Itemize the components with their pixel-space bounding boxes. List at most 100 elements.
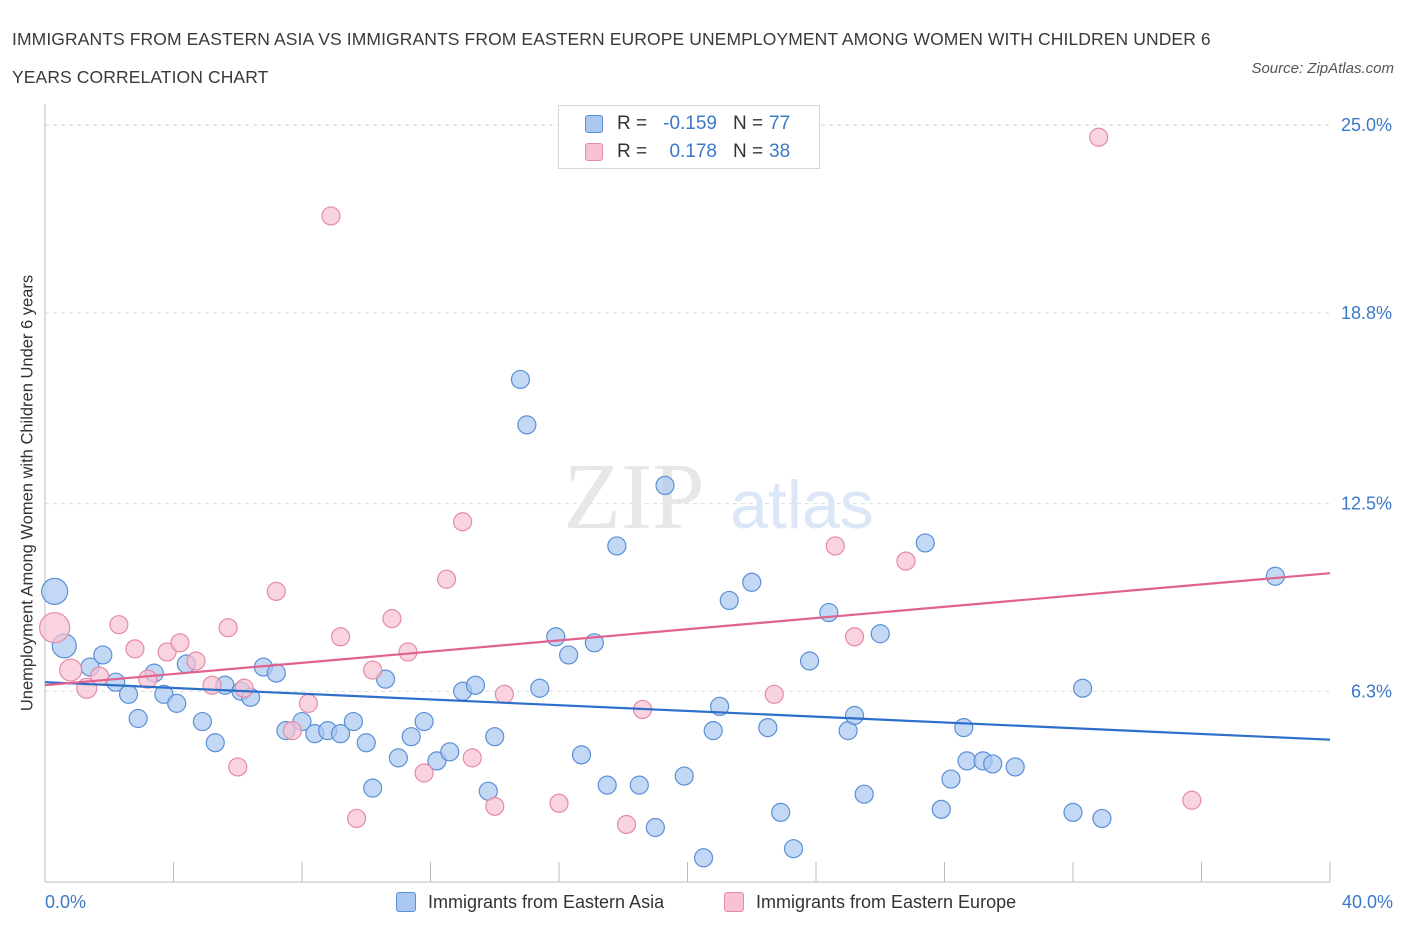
point-eastern-europe [494, 684, 514, 704]
axes [44, 104, 1331, 883]
point-eastern-asia [266, 663, 286, 683]
point-eastern-asia [941, 769, 961, 789]
point-eastern-asia [742, 572, 762, 592]
point-eastern-asia [844, 705, 865, 726]
point-eastern-asia [530, 678, 550, 698]
point-eastern-asia [597, 775, 617, 795]
point-eastern-europe [234, 678, 254, 698]
point-eastern-asia [915, 533, 935, 553]
y-tick-label: 18.8% [1341, 303, 1392, 323]
point-eastern-europe [125, 639, 145, 659]
point-eastern-europe [170, 633, 190, 653]
legend-r-label: R = [617, 113, 648, 134]
data-points [39, 127, 1285, 868]
point-eastern-europe [485, 796, 505, 816]
tick-labels: 6.3% 12.5% 18.8% 25.0% 0.0% 40.0% [45, 115, 1393, 912]
legend-swatch-blue [585, 115, 603, 133]
point-eastern-asia [693, 848, 714, 868]
point-eastern-asia [414, 711, 434, 732]
point-eastern-asia [645, 817, 665, 838]
legend-r-label: R = [617, 141, 648, 162]
point-eastern-europe [764, 684, 784, 704]
watermark: ZIP atlas [564, 445, 874, 549]
point-eastern-asia [629, 775, 649, 795]
point-eastern-europe [218, 618, 238, 638]
point-eastern-asia [674, 766, 694, 786]
point-eastern-asia [118, 684, 139, 704]
point-eastern-asia [819, 602, 839, 623]
point-eastern-europe [321, 206, 341, 226]
point-eastern-asia [870, 624, 890, 644]
point-eastern-asia [1265, 566, 1285, 586]
y-tick-label: 12.5% [1341, 494, 1392, 514]
point-eastern-asia [41, 577, 69, 605]
point-eastern-europe [844, 627, 865, 647]
point-eastern-europe [39, 612, 71, 644]
trend-lines [44, 572, 1331, 741]
chart-title: IMMIGRANTS FROM EASTERN ASIA VS IMMIGRAN… [12, 29, 1211, 87]
point-eastern-asia [167, 693, 187, 713]
point-eastern-europe [90, 666, 110, 686]
point-eastern-europe [298, 693, 319, 713]
point-eastern-asia [758, 717, 778, 738]
x-tick-label: 0.0% [45, 892, 86, 912]
point-eastern-asia [330, 724, 351, 744]
point-eastern-europe [282, 721, 302, 741]
point-eastern-asia [546, 627, 566, 647]
point-eastern-asia [440, 742, 460, 762]
point-eastern-asia [388, 748, 408, 768]
point-eastern-europe [398, 642, 418, 662]
point-eastern-asia [1063, 802, 1083, 822]
point-eastern-asia [771, 802, 791, 822]
point-eastern-europe [825, 536, 845, 556]
point-eastern-asia [983, 754, 1003, 774]
point-eastern-asia [703, 721, 723, 741]
watermark-zip: ZIP [564, 445, 705, 549]
point-eastern-europe [896, 551, 916, 571]
point-eastern-europe [266, 581, 286, 601]
point-eastern-europe [549, 793, 569, 813]
series-swatch-pink [724, 892, 744, 912]
point-eastern-asia [710, 696, 730, 717]
series-name: Immigrants from Eastern Europe [756, 892, 1017, 912]
point-eastern-asia [931, 799, 951, 819]
point-eastern-asia [655, 475, 675, 496]
point-eastern-asia [128, 708, 148, 729]
point-eastern-europe [330, 627, 351, 647]
point-eastern-asia [719, 590, 739, 611]
point-eastern-asia [559, 645, 579, 665]
legend-swatch-pink [585, 143, 603, 161]
point-eastern-asia [343, 711, 363, 732]
point-eastern-asia [93, 645, 113, 665]
point-eastern-europe [462, 748, 482, 768]
point-eastern-europe [1182, 790, 1202, 810]
point-eastern-asia [363, 778, 383, 798]
series-swatch-blue [396, 892, 416, 912]
point-eastern-asia [1092, 808, 1112, 829]
point-eastern-asia [954, 717, 974, 738]
trend-line-eastern-europe [44, 572, 1331, 687]
point-eastern-europe [363, 660, 383, 680]
y-tick-label: 25.0% [1341, 115, 1392, 135]
point-eastern-europe [202, 675, 222, 695]
point-eastern-asia [485, 727, 505, 747]
legend-r-value: 0.178 [669, 141, 717, 162]
series-name: Immigrants from Eastern Asia [428, 892, 665, 912]
point-eastern-europe [414, 763, 434, 783]
point-eastern-asia [1073, 678, 1093, 698]
point-eastern-europe [436, 569, 457, 589]
point-eastern-europe [382, 609, 402, 629]
source-label: Source: ZipAtlas.com [1251, 60, 1394, 77]
point-eastern-asia [783, 839, 804, 859]
point-eastern-asia [1005, 757, 1025, 777]
legend-r-value: -0.159 [663, 113, 717, 134]
point-eastern-europe [453, 512, 473, 532]
point-eastern-europe [109, 615, 129, 635]
point-eastern-europe [1089, 127, 1109, 147]
correlation-legend: R = -0.159 N = 77 R = 0.178 N = 38 [558, 105, 820, 169]
point-eastern-europe [616, 814, 637, 835]
point-eastern-asia [854, 784, 874, 804]
point-eastern-asia [465, 675, 486, 695]
point-eastern-asia [517, 415, 537, 435]
